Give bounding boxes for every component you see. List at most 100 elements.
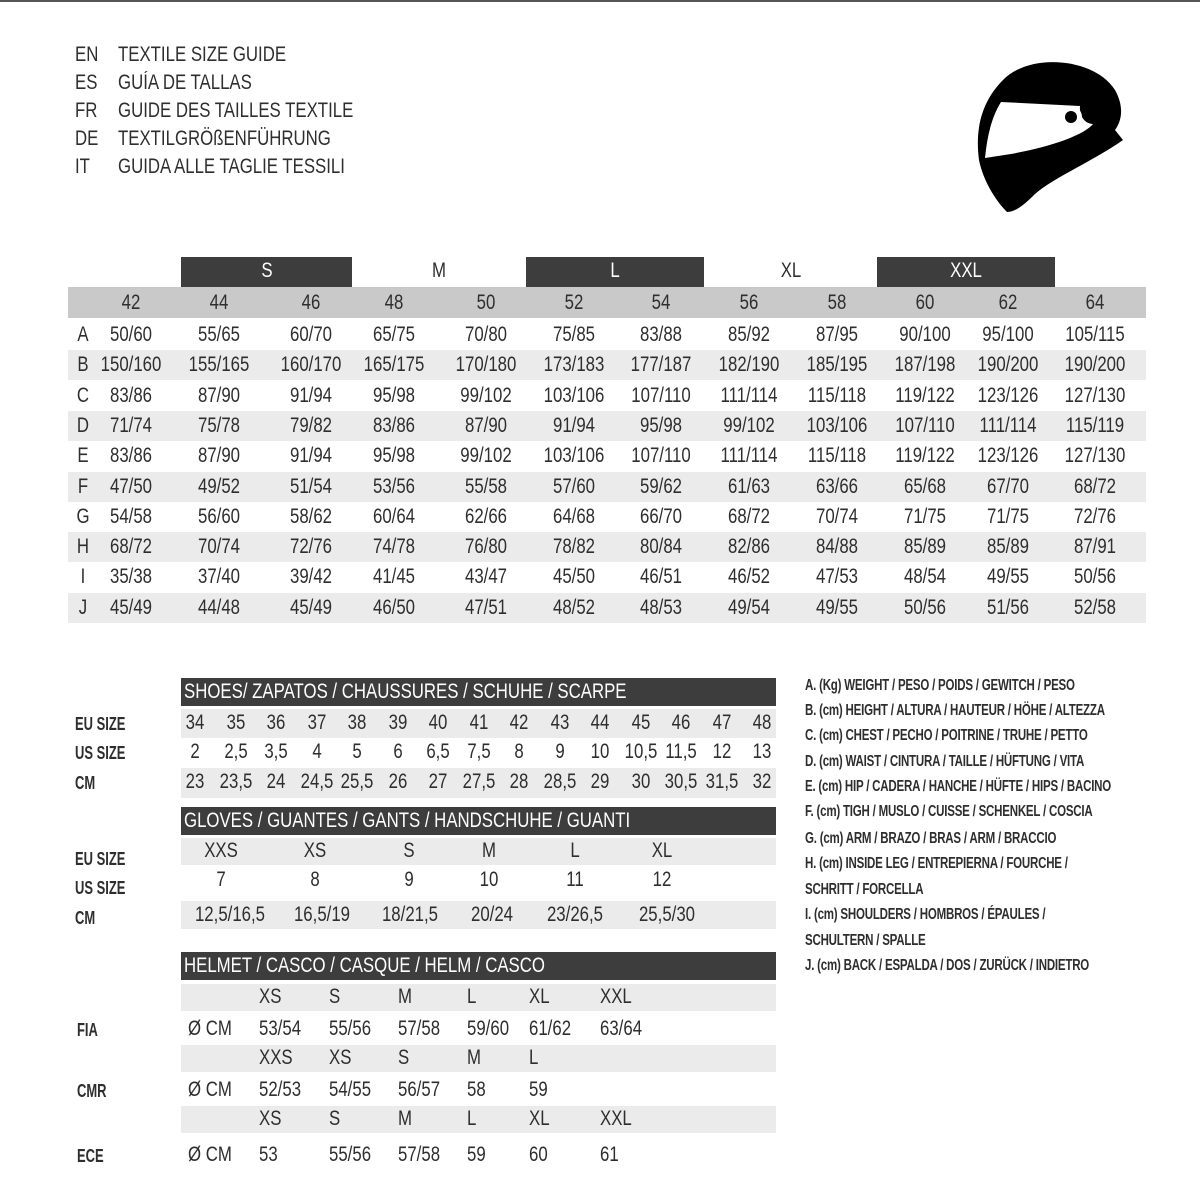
table-cell: 95/98 [639,413,683,437]
table-cell: 155/165 [188,353,250,377]
shoe-size-cell: 2,5 [223,740,248,763]
table-cell: 91/94 [289,444,333,468]
table-cell: 72/76 [289,535,333,559]
table-cell: 70/74 [197,535,241,559]
table-cell: 68/72 [1073,474,1117,498]
table-cell: 91/94 [289,383,333,407]
shoe-size-cell: 38 [347,711,367,734]
table-cell: 50/56 [1073,565,1117,589]
shoe-size-cell: 3,5 [264,740,288,763]
shoe-size-cell: 13 [752,740,772,763]
legend-item: SCHRITT / FORCELLA [805,881,924,898]
shoe-size-cell: 24 [266,770,286,793]
table-cell: 185/195 [806,353,868,377]
helmet-circumference: 53/54 [259,1017,302,1040]
guide-title: TEXTILE SIZE GUIDE [118,43,287,66]
shoe-size-cell: 42 [509,711,529,734]
shoe-size-cell: 4 [311,740,322,763]
table-cell: 71/75 [986,504,1030,528]
glove-size-cell: 7 [216,868,226,891]
shoe-size-cell: 44 [590,711,610,734]
table-cell: 49/55 [986,565,1030,589]
table-row-stripe [68,532,1146,563]
table-cell: 91/94 [552,413,596,437]
helmet-size: M [467,1046,481,1069]
table-cell: 127/130 [1064,383,1126,407]
table-cell: 65/75 [372,323,416,346]
helmet-circumference: 61/62 [529,1017,572,1040]
table-cell: 50/56 [903,595,947,619]
language-code: EN [75,43,99,66]
shoe-size-cell: 39 [388,711,407,734]
table-cell: 49/54 [727,595,771,619]
table-cell: 87/90 [464,413,508,437]
table-cell: 123/126 [977,383,1039,407]
shoe-size-cell: 23 [185,770,205,793]
legend-item: H. (cm) INSIDE LEG / ENTREPIERNA / FOURC… [805,855,1068,872]
size-number: 44 [209,291,229,314]
table-cell: 115/118 [807,444,867,468]
glove-size-cell: 11 [566,868,584,891]
helmet-circumference: 59 [467,1143,486,1166]
size-band-bar [181,257,352,287]
row-letter: A [77,323,89,346]
table-cell: 68/72 [109,535,153,559]
table-cell: 182/190 [718,353,780,377]
table-cell: 82/86 [727,535,771,559]
helmet-size: L [529,1046,539,1069]
size-number: 58 [827,291,847,314]
glove-size-cell: 18/21,5 [381,903,439,926]
table-cell: 127/130 [1064,444,1126,468]
legend-item: F. (cm) TIGH / MUSLO / CUISSE / SCHENKEL… [805,803,1093,820]
table-cell: 165/175 [363,353,425,377]
shoe-size-cell: 27,5 [462,770,495,793]
table-cell: 80/84 [639,535,683,559]
language-code: FR [75,99,98,122]
table-cell: 150/160 [100,353,162,377]
helmet-size: S [398,1046,410,1069]
table-cell: 75/85 [552,323,596,346]
legend-item: C. (cm) CHEST / PECHO / POITRINE / TRUHE… [805,727,1088,744]
table-cell: 83/88 [639,323,683,346]
table-cell: 160/170 [280,353,342,377]
size-band-label: XXL [950,259,982,282]
table-cell: 47/51 [464,595,508,619]
shoe-size-cell: 6 [392,740,403,763]
table-cell: 85/89 [986,535,1030,559]
table-cell: 75/78 [197,413,241,437]
size-number: 62 [998,291,1018,314]
row-letter: H [76,535,90,559]
shoe-size-cell: 5 [352,740,362,763]
table-cell: 57/60 [552,474,596,498]
shoes-cm-row [181,768,776,798]
shoe-size-cell: 30 [631,770,650,793]
legend-item: A. (Kg) WEIGHT / PESO / POIDS / GEWITCH … [805,677,1075,694]
table-cell: 49/52 [197,474,241,498]
table-cell: 115/118 [807,383,867,407]
table-cell: 71/75 [903,504,947,528]
table-row-stripe [68,350,1146,381]
table-cell: 85/89 [903,535,947,559]
helmet-standard-label: ECE [77,1146,104,1166]
helmet-unit: Ø CM [188,1143,232,1166]
shoe-size-cell: 41 [469,711,488,734]
table-cell: 95/98 [372,383,416,407]
table-cell: 68/72 [727,504,771,528]
shoe-size-cell: 2 [190,740,200,763]
helmet-header-bar [181,952,776,980]
table-cell: 43/47 [464,565,508,589]
glove-size-cell: 25,5/30 [638,903,696,926]
guide-title: GUÍA DE TALLAS [118,71,252,94]
glove-size-cell: 8 [310,868,320,891]
table-cell: 51/56 [986,595,1030,619]
gloves-row-label: US SIZE [75,878,126,898]
table-cell: 83/86 [109,444,153,468]
glove-size-cell: 12,5/16,5 [194,903,266,926]
helmet-size: XXS [259,1046,293,1069]
table-cell: 111/114 [720,444,778,468]
row-letter: B [77,353,89,377]
table-cell: 111/114 [979,413,1037,437]
table-cell: 103/106 [543,444,605,468]
table-cell: 103/106 [543,383,605,407]
table-cell: 87/90 [197,383,241,407]
